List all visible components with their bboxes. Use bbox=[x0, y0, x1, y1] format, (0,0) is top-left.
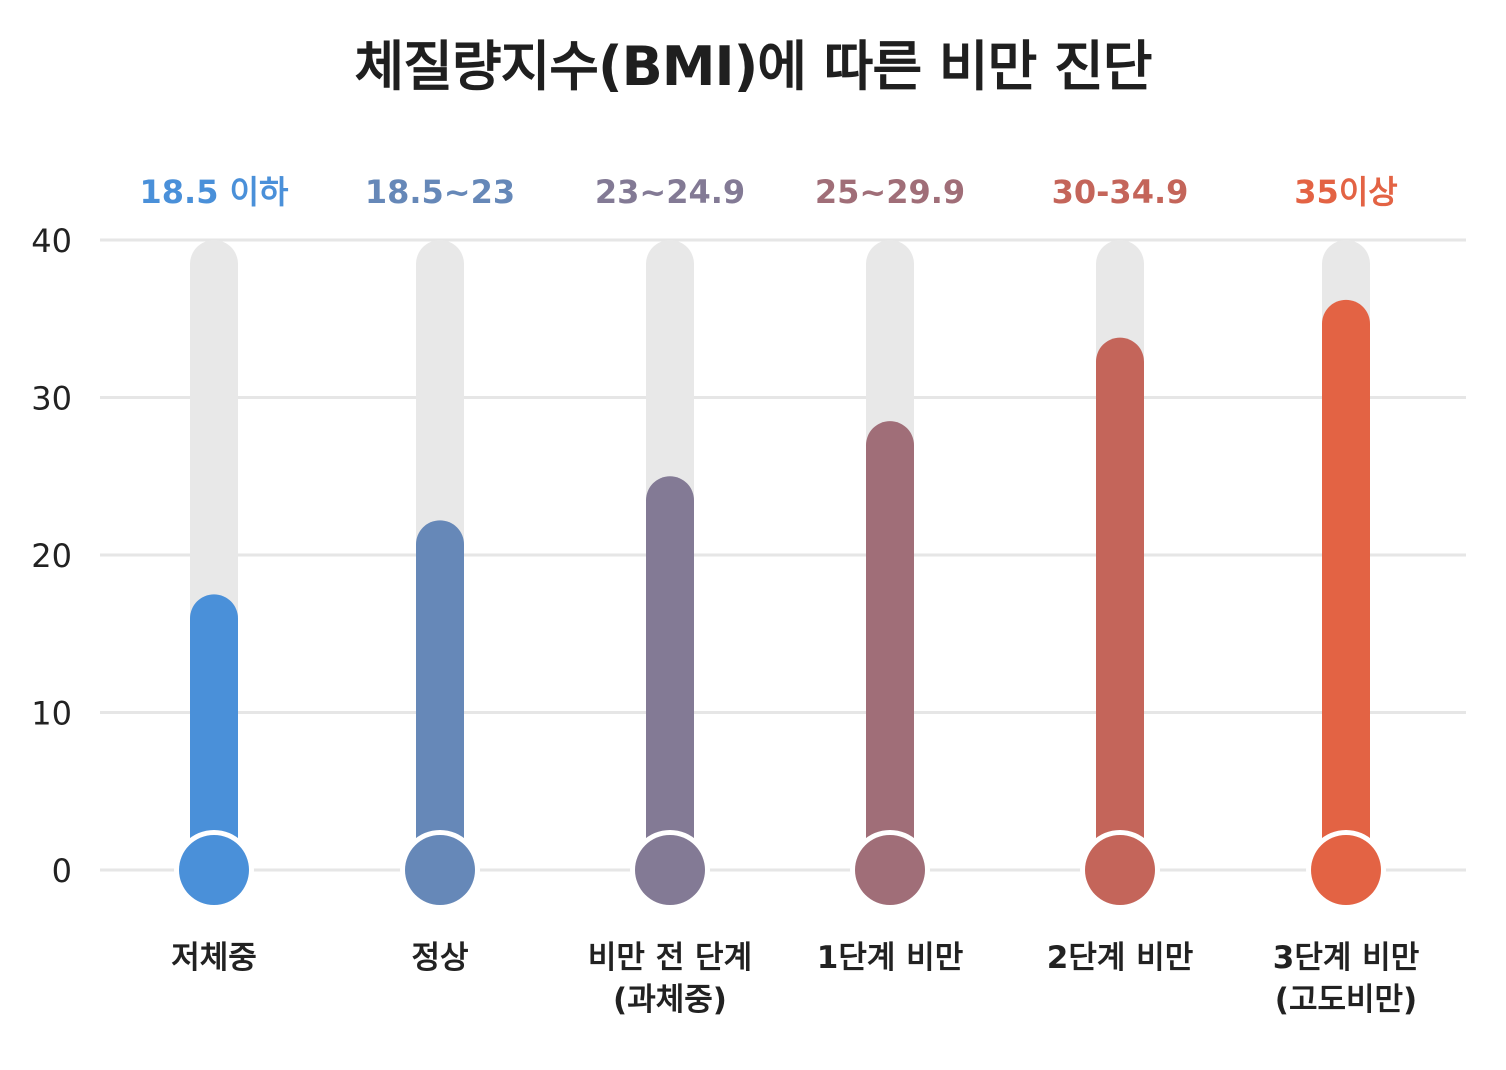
bar-bulb bbox=[1085, 835, 1155, 905]
y-tick-label: 40 bbox=[31, 222, 72, 260]
range-label: 23~24.9 bbox=[595, 173, 745, 211]
category-label: (과체중) bbox=[613, 982, 727, 1018]
y-tick-label: 30 bbox=[31, 380, 72, 418]
y-tick-label: 10 bbox=[31, 695, 72, 733]
bar-fill bbox=[646, 476, 694, 870]
category-label: 2단계 비만 bbox=[1047, 940, 1193, 976]
bar-bulb bbox=[1311, 835, 1381, 905]
range-label: 35이상 bbox=[1294, 173, 1397, 211]
range-label: 18.5 이하 bbox=[140, 173, 290, 211]
thermometer-bar bbox=[850, 240, 930, 910]
range-label: 18.5~23 bbox=[365, 173, 515, 211]
bar-bulb bbox=[635, 835, 705, 905]
bar-fill bbox=[416, 520, 464, 870]
thermometer-bar bbox=[1080, 240, 1160, 910]
bar-fill bbox=[1322, 299, 1370, 871]
grid-layer bbox=[100, 238, 1466, 872]
range-label: 25~29.9 bbox=[815, 173, 965, 211]
category-label: 1단계 비만 bbox=[817, 940, 963, 976]
category-label: 정상 bbox=[411, 940, 468, 976]
y-tick-label: 0 bbox=[52, 852, 72, 890]
bar-fill bbox=[1096, 337, 1144, 870]
bar-bulb bbox=[405, 835, 475, 905]
bar-bulb bbox=[855, 835, 925, 905]
category-label: (고도비만) bbox=[1275, 982, 1417, 1018]
y-tick-label: 20 bbox=[31, 537, 72, 575]
thermometer-bar bbox=[1306, 240, 1386, 910]
bars-layer bbox=[174, 240, 1386, 910]
category-label: 3단계 비만 bbox=[1273, 940, 1419, 976]
y-axis-ticks: 0 10 20 30 40 bbox=[31, 222, 72, 890]
category-label: 비만 전 단계 bbox=[588, 940, 752, 976]
bar-bulb bbox=[179, 835, 249, 905]
chart-title: 체질량지수(BMI)에 따른 비만 진단 bbox=[354, 35, 1153, 98]
category-label: 저체중 bbox=[171, 940, 257, 976]
thermometer-bar bbox=[400, 240, 480, 910]
thermometer-bar bbox=[630, 240, 710, 910]
bar-fill bbox=[190, 594, 238, 870]
range-label: 30-34.9 bbox=[1052, 173, 1189, 211]
bar-fill bbox=[866, 421, 914, 870]
thermometer-bar bbox=[174, 240, 254, 910]
